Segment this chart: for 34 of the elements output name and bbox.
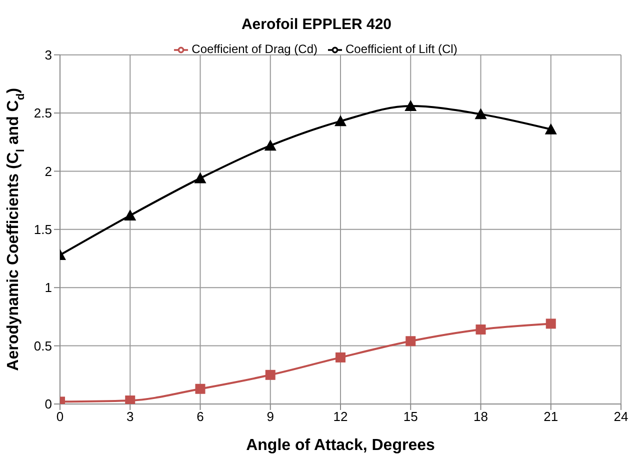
point bbox=[125, 396, 136, 404]
point bbox=[265, 370, 276, 380]
x-tick-label: 0 bbox=[56, 409, 64, 424]
chart-title: Aerofoil EPPLER 420 bbox=[240, 16, 393, 33]
y-tick-label: 2.5 bbox=[34, 106, 52, 121]
x-tick-label: 18 bbox=[474, 409, 488, 424]
x-tick-label: 9 bbox=[266, 409, 274, 424]
point bbox=[124, 209, 136, 220]
point bbox=[476, 324, 486, 335]
x-axis-title: Angle of Attack, Degrees bbox=[246, 437, 435, 454]
y-tick-label: 1 bbox=[44, 280, 52, 296]
point bbox=[336, 352, 346, 362]
x-tick-label: 6 bbox=[196, 409, 204, 424]
point bbox=[546, 318, 556, 329]
x-tick-label: 3 bbox=[126, 409, 134, 424]
legend-label: Coefficient of Lift (Cl) bbox=[346, 42, 458, 56]
point bbox=[195, 384, 206, 394]
point bbox=[194, 172, 206, 184]
point bbox=[264, 140, 276, 151]
point bbox=[404, 100, 417, 112]
legend-label: Coefficient of Drag (Cd) bbox=[192, 42, 318, 56]
x-tick-label: 24 bbox=[614, 409, 628, 424]
y-tick-label: 3 bbox=[44, 47, 52, 62]
point bbox=[334, 115, 346, 126]
point bbox=[406, 336, 416, 346]
y-tick-label: 2 bbox=[44, 164, 52, 179]
point bbox=[474, 108, 487, 120]
y-tick-label: 1.5 bbox=[34, 222, 52, 238]
x-tick-label: 21 bbox=[544, 409, 558, 424]
y-tick-label: 0 bbox=[44, 396, 52, 412]
y-tick-label: 0.5 bbox=[34, 338, 52, 354]
x-tick-label: 12 bbox=[333, 409, 348, 424]
point bbox=[544, 123, 557, 134]
x-tick-label: 15 bbox=[403, 409, 418, 424]
